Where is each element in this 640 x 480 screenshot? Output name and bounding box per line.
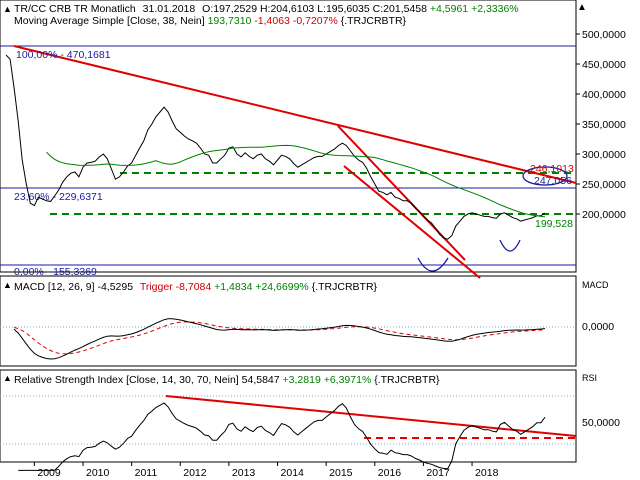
macd-ric: {.TRJCRBTR} bbox=[312, 281, 378, 293]
level-199-label: 199,528 bbox=[535, 218, 573, 230]
rsi-series-group bbox=[18, 402, 546, 471]
rsi-change: +3,2819 bbox=[283, 374, 321, 386]
y-tick-label: 500,0000 bbox=[582, 29, 626, 41]
x-tick-label: 2018 bbox=[475, 467, 499, 479]
y-tick-label: 350,0000 bbox=[582, 119, 626, 131]
trigger-value: Trigger -8,7084 bbox=[140, 281, 212, 293]
rsi-trend-line bbox=[165, 395, 577, 437]
macd-header: MACD [12, 26, 9] -4,5295 Trigger -8,7084… bbox=[14, 281, 378, 293]
x-tick-label: 2016 bbox=[378, 467, 402, 479]
fib-0-label: 0,00% - 155,3369 bbox=[14, 266, 97, 278]
change-value: +4,5961 bbox=[430, 3, 468, 15]
macd-change-pct: +24,6699% bbox=[255, 281, 308, 293]
macd-value: -4,5295 bbox=[97, 281, 133, 293]
breakout-ellipse bbox=[522, 166, 568, 186]
x-tick-label: 2015 bbox=[329, 467, 353, 479]
date-label: 31.01.2018 bbox=[143, 3, 196, 15]
level-246-label: 246,1013 bbox=[530, 163, 574, 175]
x-tick-label: 2014 bbox=[281, 467, 305, 479]
y-tick-label: 300,0000 bbox=[582, 149, 626, 161]
x-axis-labels: 2009 2010 2011 2012 2013 2014 2015 2016 2017 2018 bbox=[33, 462, 499, 479]
sma-line bbox=[46, 144, 546, 218]
sma-label: Moving Average Simple [Close, 38, Nein] bbox=[14, 15, 205, 27]
channel-lower-line bbox=[343, 165, 481, 279]
x-tick-label: 2017 bbox=[426, 467, 450, 479]
x-tick-label: 2011 bbox=[135, 467, 158, 479]
macd-axis-title: MACD bbox=[582, 280, 609, 290]
rsi-ric: {.TRJCRBTR} bbox=[374, 374, 440, 386]
price-header-line1: TR/CC CRB TR Monatlich 31.01.2018 O:197,… bbox=[14, 3, 519, 15]
collapse-arrow-icon[interactable]: ▲ bbox=[3, 4, 12, 14]
macd-line bbox=[13, 318, 546, 360]
macd-label: MACD [12, 26, 9] bbox=[14, 281, 95, 293]
rsi-axis-title: RSI bbox=[582, 373, 597, 383]
close-value: C:201,5458 bbox=[373, 3, 427, 15]
y-tick-label: 400,0000 bbox=[582, 89, 626, 101]
price-panel-frame bbox=[0, 0, 577, 273]
macd-tick-label: 0,0000 bbox=[582, 321, 614, 333]
fib-236-label: 23,60% - 229,6371 bbox=[14, 191, 103, 203]
price-series-group bbox=[5, 54, 546, 240]
y-tick-label: 250,0000 bbox=[582, 179, 626, 191]
level-247-label: 247,056 bbox=[534, 175, 572, 187]
bottom-ellipse-1 bbox=[417, 257, 449, 272]
price-line bbox=[5, 54, 546, 240]
long-downtrend-line bbox=[13, 45, 577, 184]
x-tick-label: 2012 bbox=[183, 467, 207, 479]
x-tick-label: 2009 bbox=[37, 467, 61, 479]
price-y-ticks: 500,0000 450,0000 400,0000 350,0000 300,0000… bbox=[576, 29, 626, 221]
x-tick-label: 2013 bbox=[232, 467, 256, 479]
sma-change-pct: -0,7207% bbox=[293, 15, 338, 27]
sma-value: 193,7310 bbox=[208, 15, 252, 27]
collapse-arrow-icon[interactable]: ▲ bbox=[3, 373, 12, 383]
rsi-tick-label: 50,0000 bbox=[582, 417, 620, 429]
sma-ric: {.TRJCRBTR} bbox=[341, 15, 407, 27]
symbol-label: TR/CC CRB TR Monatlich bbox=[14, 3, 136, 15]
macd-change: +1,4834 bbox=[214, 281, 252, 293]
rsi-line bbox=[18, 402, 546, 471]
y-tick-label: 200,0000 bbox=[582, 209, 626, 221]
sma-change: -1,4063 bbox=[254, 15, 290, 27]
rsi-value: 54,5847 bbox=[242, 374, 280, 386]
change-pct-value: +2,3336% bbox=[471, 3, 519, 15]
bottom-ellipse-2 bbox=[499, 239, 521, 252]
collapse-arrow-icon[interactable]: ▲ bbox=[3, 280, 12, 290]
open-value: O:197,2529 bbox=[202, 3, 257, 15]
rsi-header: Relative Strength Index [Close, 14, 30, … bbox=[14, 374, 440, 386]
rsi-panel-frame bbox=[0, 369, 577, 463]
macd-panel-frame bbox=[0, 275, 577, 367]
y-tick-label: 450,0000 bbox=[582, 59, 626, 71]
high-value: H:204,6103 bbox=[260, 3, 314, 15]
rsi-label: Relative Strength Index [Close, 14, 30, … bbox=[14, 374, 239, 386]
panel-arrow-icon[interactable]: ▲ bbox=[577, 2, 587, 13]
fib-100-label: 100,00% - 470,1681 bbox=[16, 49, 111, 61]
price-header-line2: Moving Average Simple [Close, 38, Nein] … bbox=[14, 15, 407, 27]
rsi-change-pct: +6,3971% bbox=[324, 374, 372, 386]
low-value: L:195,6035 bbox=[317, 3, 370, 15]
x-tick-label: 2010 bbox=[86, 467, 110, 479]
macd-series-group bbox=[13, 318, 546, 360]
